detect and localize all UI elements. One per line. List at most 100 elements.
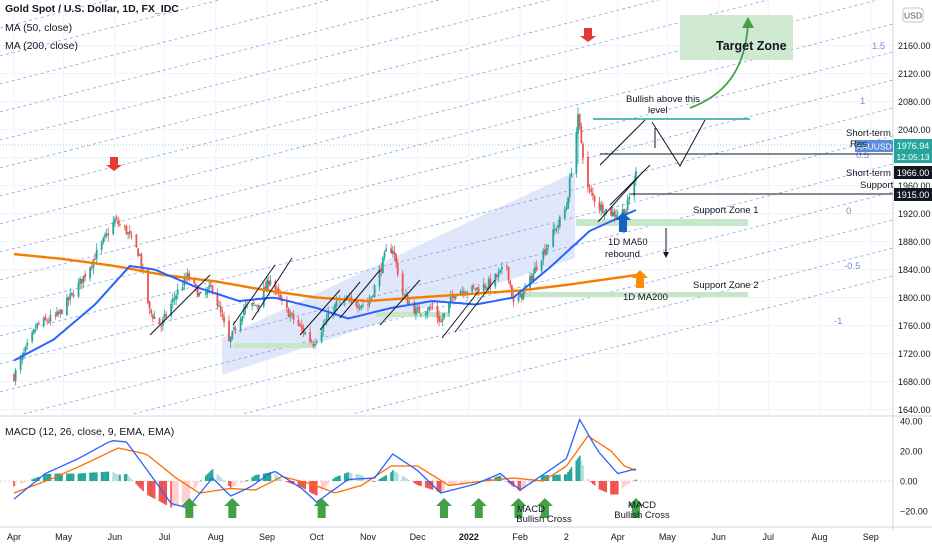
macd-histogram-bar [223,481,225,482]
macd-histogram-bar [170,481,173,508]
macd-histogram-bar [333,477,336,481]
candle-body [241,316,244,321]
macd-histogram-bar [125,474,128,481]
candle-body [474,288,477,291]
macd-histogram-bar [312,481,315,494]
currency-box [902,7,924,23]
macd-histogram-bar [195,481,197,488]
candle-body [82,275,85,283]
macd-histogram-bar [297,481,300,487]
macd-histogram-bar [112,472,115,481]
candle-body [441,318,444,322]
fib-line [0,79,893,309]
candle-body [472,286,475,288]
macd-histogram-bar [451,481,454,486]
short-term-res-label: Short-term [846,128,891,139]
macd-histogram-bar [79,473,82,481]
macd-histogram-bar [274,473,277,481]
macd-histogram-bar [517,481,520,491]
macd-histogram-bar [327,481,330,484]
candle-body [540,260,543,272]
macd-histogram-bar [310,481,313,494]
candle-body [466,291,469,293]
ma50-rebound-label: 1D MA50 [608,237,648,248]
macd-histogram-bar [429,481,432,490]
macd-histogram-bar [415,481,417,485]
candle-body [90,266,93,268]
candle-body [67,297,70,301]
candle-body [158,317,161,325]
macd-cross-arrow [536,498,553,518]
candle-body [443,313,445,319]
macd-histogram-bar [252,476,255,481]
macd-histogram-bar [461,481,464,485]
macd-histogram-bar [591,481,594,484]
support-zone-1-label: Support Zone 1 [693,205,759,216]
candle-body [453,296,455,299]
candle-body [381,257,384,274]
candle-body [140,253,143,268]
fib-line [0,23,893,253]
macd-histogram-bar [72,473,75,481]
macd-histogram-bar [519,481,522,492]
candle-body [148,301,151,309]
candle-body [204,291,207,295]
candle-body [462,291,465,295]
candle-body [545,247,548,255]
candle-body [61,309,63,315]
macd-histogram-bar [44,474,47,481]
macd-histogram-bar [34,478,37,481]
candle-body [633,181,636,197]
candle-body [535,266,538,271]
macd-histogram-bar [185,481,187,502]
candle-body [626,199,629,211]
candle-body [200,292,202,294]
macd-histogram-bar [325,481,328,486]
price-tick-label: 1680.00 [898,377,931,387]
macd-histogram-bar [183,481,186,503]
macd-cross-arrow [181,498,198,518]
candle-body [66,297,68,316]
macd-histogram-bar [464,481,467,484]
macd-histogram-bar [61,473,63,481]
fib-line [350,275,893,414]
macd-histogram-bar [32,478,35,481]
candle-body [588,188,591,190]
candle-body [568,177,571,197]
level-tag-1966-label: 1966.00 [897,168,930,178]
fib-level-label: -1 [834,316,842,327]
macd-histogram-bar [405,478,407,481]
macd-histogram-bar [507,481,510,483]
candle-body [570,173,573,178]
candle-body [57,312,60,315]
macd-histogram-bar [621,481,624,489]
candle-body [489,278,492,288]
macd-histogram-bar [66,473,68,481]
time-tick-label: Sep [863,532,879,542]
macd-histogram-bar [466,481,469,484]
trend-segment [441,291,479,339]
candle-body [395,254,397,263]
macd-histogram-bar [142,481,144,492]
candle-body [333,304,336,313]
macd-histogram-bar [84,473,87,481]
candle-body [587,156,589,188]
macd-histogram-bar [244,480,247,482]
bullish-above-label: Bullish above this [626,94,700,105]
price-tick-label: 2080.00 [898,97,931,107]
candle-body [130,235,133,237]
macd-histogram-bar [23,481,25,483]
macd-histogram-bar [208,472,211,481]
macd-histogram-bar [542,475,545,481]
macd-histogram-bar [200,480,202,481]
down-projection-arrowhead [663,252,669,258]
candle-body [46,320,48,322]
macd-histogram-bar [611,481,614,495]
candle-body [196,287,199,298]
level-tag-1966 [894,166,932,179]
candle-body [391,250,394,254]
ma50-legend: MA (50, close) [5,22,73,34]
candle-body [507,266,510,281]
candle-body [118,223,121,225]
macd-histogram-bar [94,472,96,481]
